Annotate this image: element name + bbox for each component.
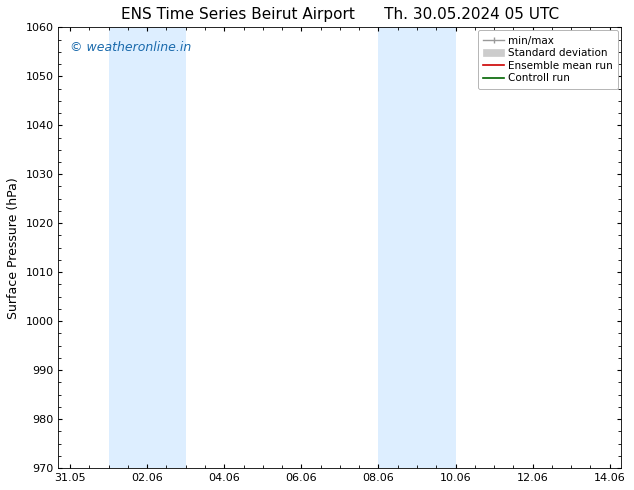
Y-axis label: Surface Pressure (hPa): Surface Pressure (hPa) [7,177,20,318]
Title: ENS Time Series Beirut Airport      Th. 30.05.2024 05 UTC: ENS Time Series Beirut Airport Th. 30.05… [121,7,559,22]
Text: © weatheronline.in: © weatheronline.in [70,41,191,53]
Bar [378,27,404,468]
Bar [108,27,134,468]
Legend: min/max, Standard deviation, Ensemble mean run, Controll run: min/max, Standard deviation, Ensemble me… [478,30,618,89]
Bar [404,27,455,468]
Bar [134,27,186,468]
